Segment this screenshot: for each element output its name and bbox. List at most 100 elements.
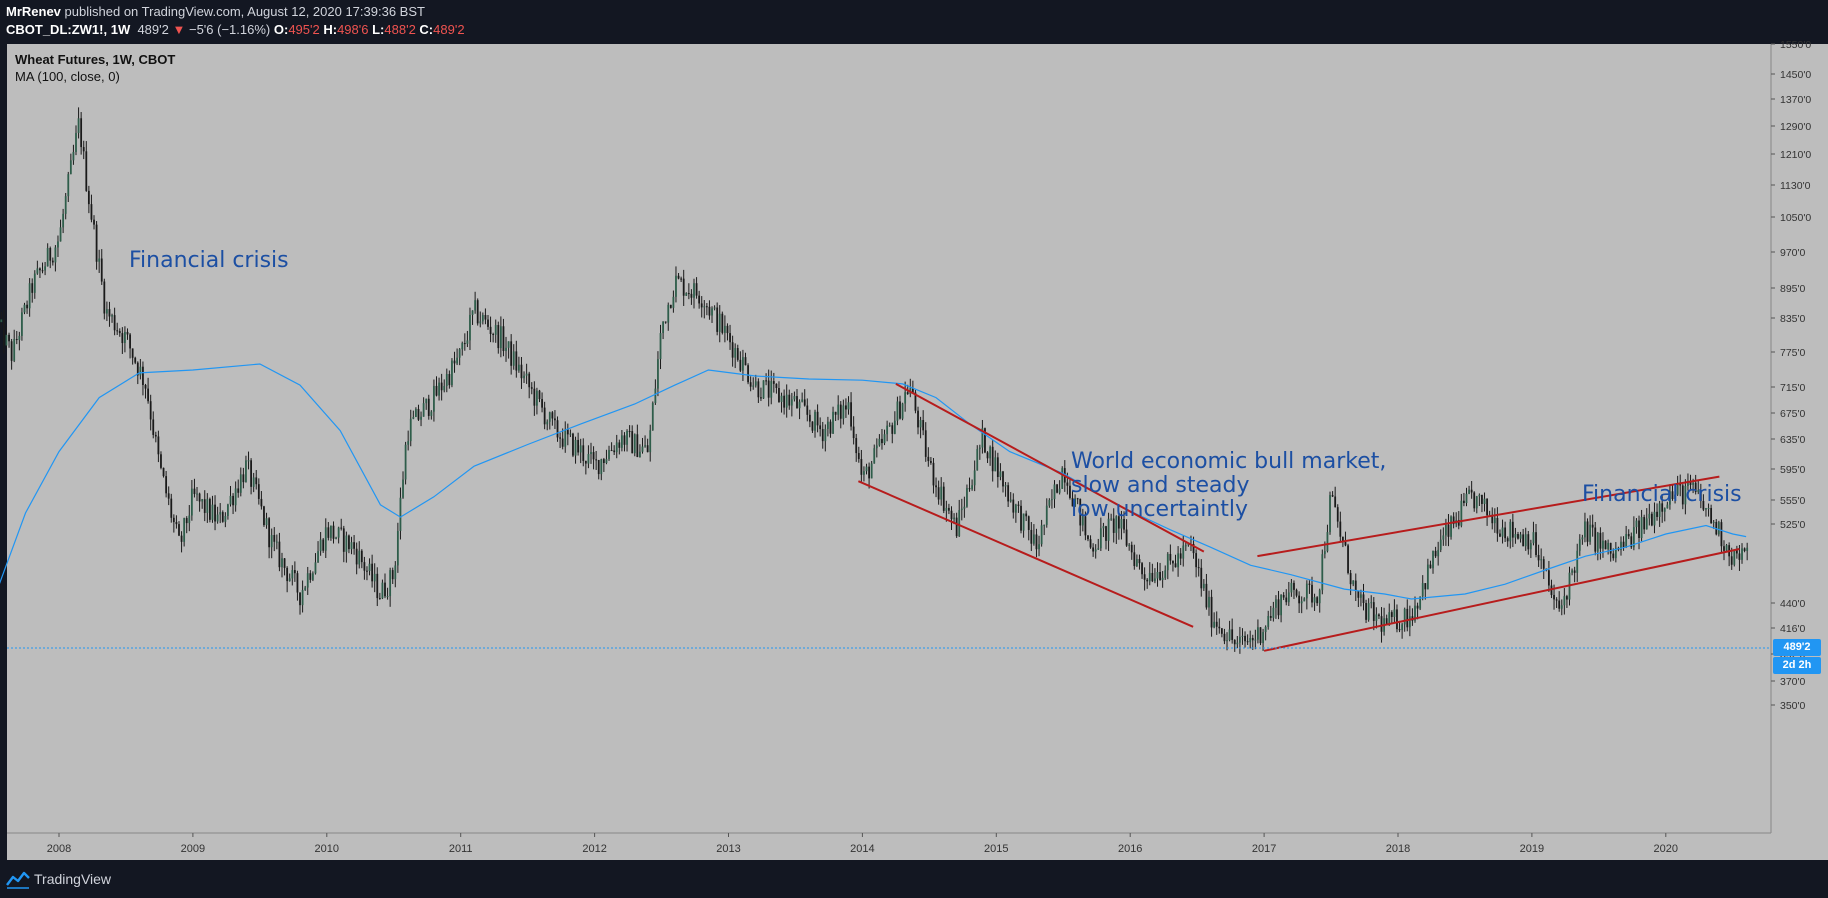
candle-body <box>1334 496 1337 508</box>
candle-body <box>324 527 327 551</box>
candle-body <box>541 399 543 408</box>
author-name[interactable]: MrRenev <box>6 4 61 19</box>
candle-body <box>1735 550 1738 554</box>
candle-body <box>183 518 186 542</box>
candle-body <box>847 402 850 410</box>
candle-body <box>875 445 878 449</box>
down-arrow-icon: ▼ <box>172 22 186 37</box>
candle-body <box>654 388 657 403</box>
candle-body <box>821 429 824 442</box>
candle-body <box>232 495 234 506</box>
time-axis-background[interactable] <box>7 833 1828 860</box>
candle-body <box>734 348 737 358</box>
candle-body <box>1450 516 1452 537</box>
candle-body <box>1457 520 1460 526</box>
candle-body <box>863 471 865 475</box>
candle-body <box>335 537 337 539</box>
candle-body <box>1257 627 1259 640</box>
candle-body <box>422 403 425 417</box>
candle-body <box>770 381 773 398</box>
candle-body <box>100 258 103 282</box>
trendline[interactable] <box>1257 475 1720 558</box>
candle-body <box>1496 517 1499 534</box>
candle-body <box>273 535 276 542</box>
candle-body <box>953 517 955 520</box>
candle-body <box>1452 516 1455 525</box>
candle-body <box>669 304 672 308</box>
candle-body <box>237 488 240 493</box>
candle-body <box>1694 482 1697 493</box>
candle-body <box>190 488 193 516</box>
candle-body <box>1439 539 1442 550</box>
candle-body <box>1323 551 1326 555</box>
ma-100-line[interactable] <box>0 363 1747 604</box>
candle-body <box>1264 626 1267 633</box>
candle-body <box>1344 542 1347 546</box>
candle-body <box>893 420 896 434</box>
tradingview-logo-icon[interactable] <box>6 869 30 889</box>
candle-body <box>582 445 585 461</box>
candle-body <box>651 402 654 431</box>
candle-body <box>577 439 580 453</box>
candle-body <box>1566 596 1568 600</box>
high-label: H: <box>323 22 338 37</box>
candle-body <box>438 382 440 396</box>
price-chart[interactable]: 1550'0 1450'0 1370'0 1290'0 1210'0 1130'0 1050… <box>0 0 1828 860</box>
candle-body <box>888 425 891 427</box>
candle-body <box>1184 545 1187 547</box>
candle-body <box>1434 550 1437 557</box>
candle-body <box>1640 517 1643 538</box>
footer-brand[interactable]: TradingView <box>34 871 112 887</box>
candle-body <box>224 516 227 522</box>
candle-body <box>121 333 124 344</box>
candle-body <box>1648 513 1651 519</box>
candle-body <box>1347 545 1349 574</box>
candle-body <box>160 454 162 468</box>
candle-body <box>1540 559 1543 561</box>
price-axis-background[interactable] <box>1771 44 1828 833</box>
trendline[interactable] <box>895 383 1205 553</box>
candle-body <box>1437 549 1440 557</box>
candle-body <box>615 442 618 453</box>
candle-body <box>1380 616 1383 632</box>
candle-body <box>1169 553 1172 561</box>
legend-indicator[interactable]: MA (100, close, 0) <box>15 69 120 84</box>
candle-body <box>973 470 976 486</box>
candle-body <box>463 343 466 345</box>
year-tick-label: 2019 <box>1520 843 1544 855</box>
trendline[interactable] <box>857 480 1194 628</box>
candle-body <box>595 459 598 461</box>
candle-body <box>440 382 443 391</box>
legend-title[interactable]: Wheat Futures, 1W, CBOT <box>15 52 176 67</box>
candle-body <box>44 266 46 271</box>
candle-body <box>283 558 286 568</box>
trendline[interactable] <box>1263 547 1740 652</box>
candle-body <box>211 504 214 520</box>
annotation-financial-crisis-right[interactable]: Financial crisis <box>1582 482 1742 507</box>
candle-body <box>1295 589 1298 596</box>
candle-body <box>989 446 992 459</box>
candle-body <box>448 374 451 386</box>
candle-body <box>1581 537 1584 540</box>
candle-body <box>1228 629 1231 641</box>
candle-body <box>721 313 724 333</box>
candle-body <box>1038 544 1040 550</box>
candle-body <box>1259 627 1262 644</box>
candle-body <box>963 506 966 509</box>
candle-body <box>1367 603 1370 620</box>
candle-body <box>281 558 283 568</box>
annotation-financial-crisis-left[interactable]: Financial crisis <box>129 248 289 273</box>
candle-body <box>1146 579 1149 582</box>
candle-body <box>672 296 675 308</box>
candle-body <box>288 578 291 582</box>
annotation-bull-market[interactable]: World economic bull market, slow and ste… <box>1071 450 1386 522</box>
candle-body <box>904 392 907 404</box>
candle-body <box>1524 534 1527 547</box>
candle-body <box>1143 574 1146 580</box>
candle-body <box>927 456 930 462</box>
candle-body <box>1159 571 1161 580</box>
candle-body <box>1666 504 1669 509</box>
candle-body <box>497 325 500 349</box>
countdown-label: 2d 2h <box>1773 657 1821 674</box>
candle-body <box>613 450 616 453</box>
